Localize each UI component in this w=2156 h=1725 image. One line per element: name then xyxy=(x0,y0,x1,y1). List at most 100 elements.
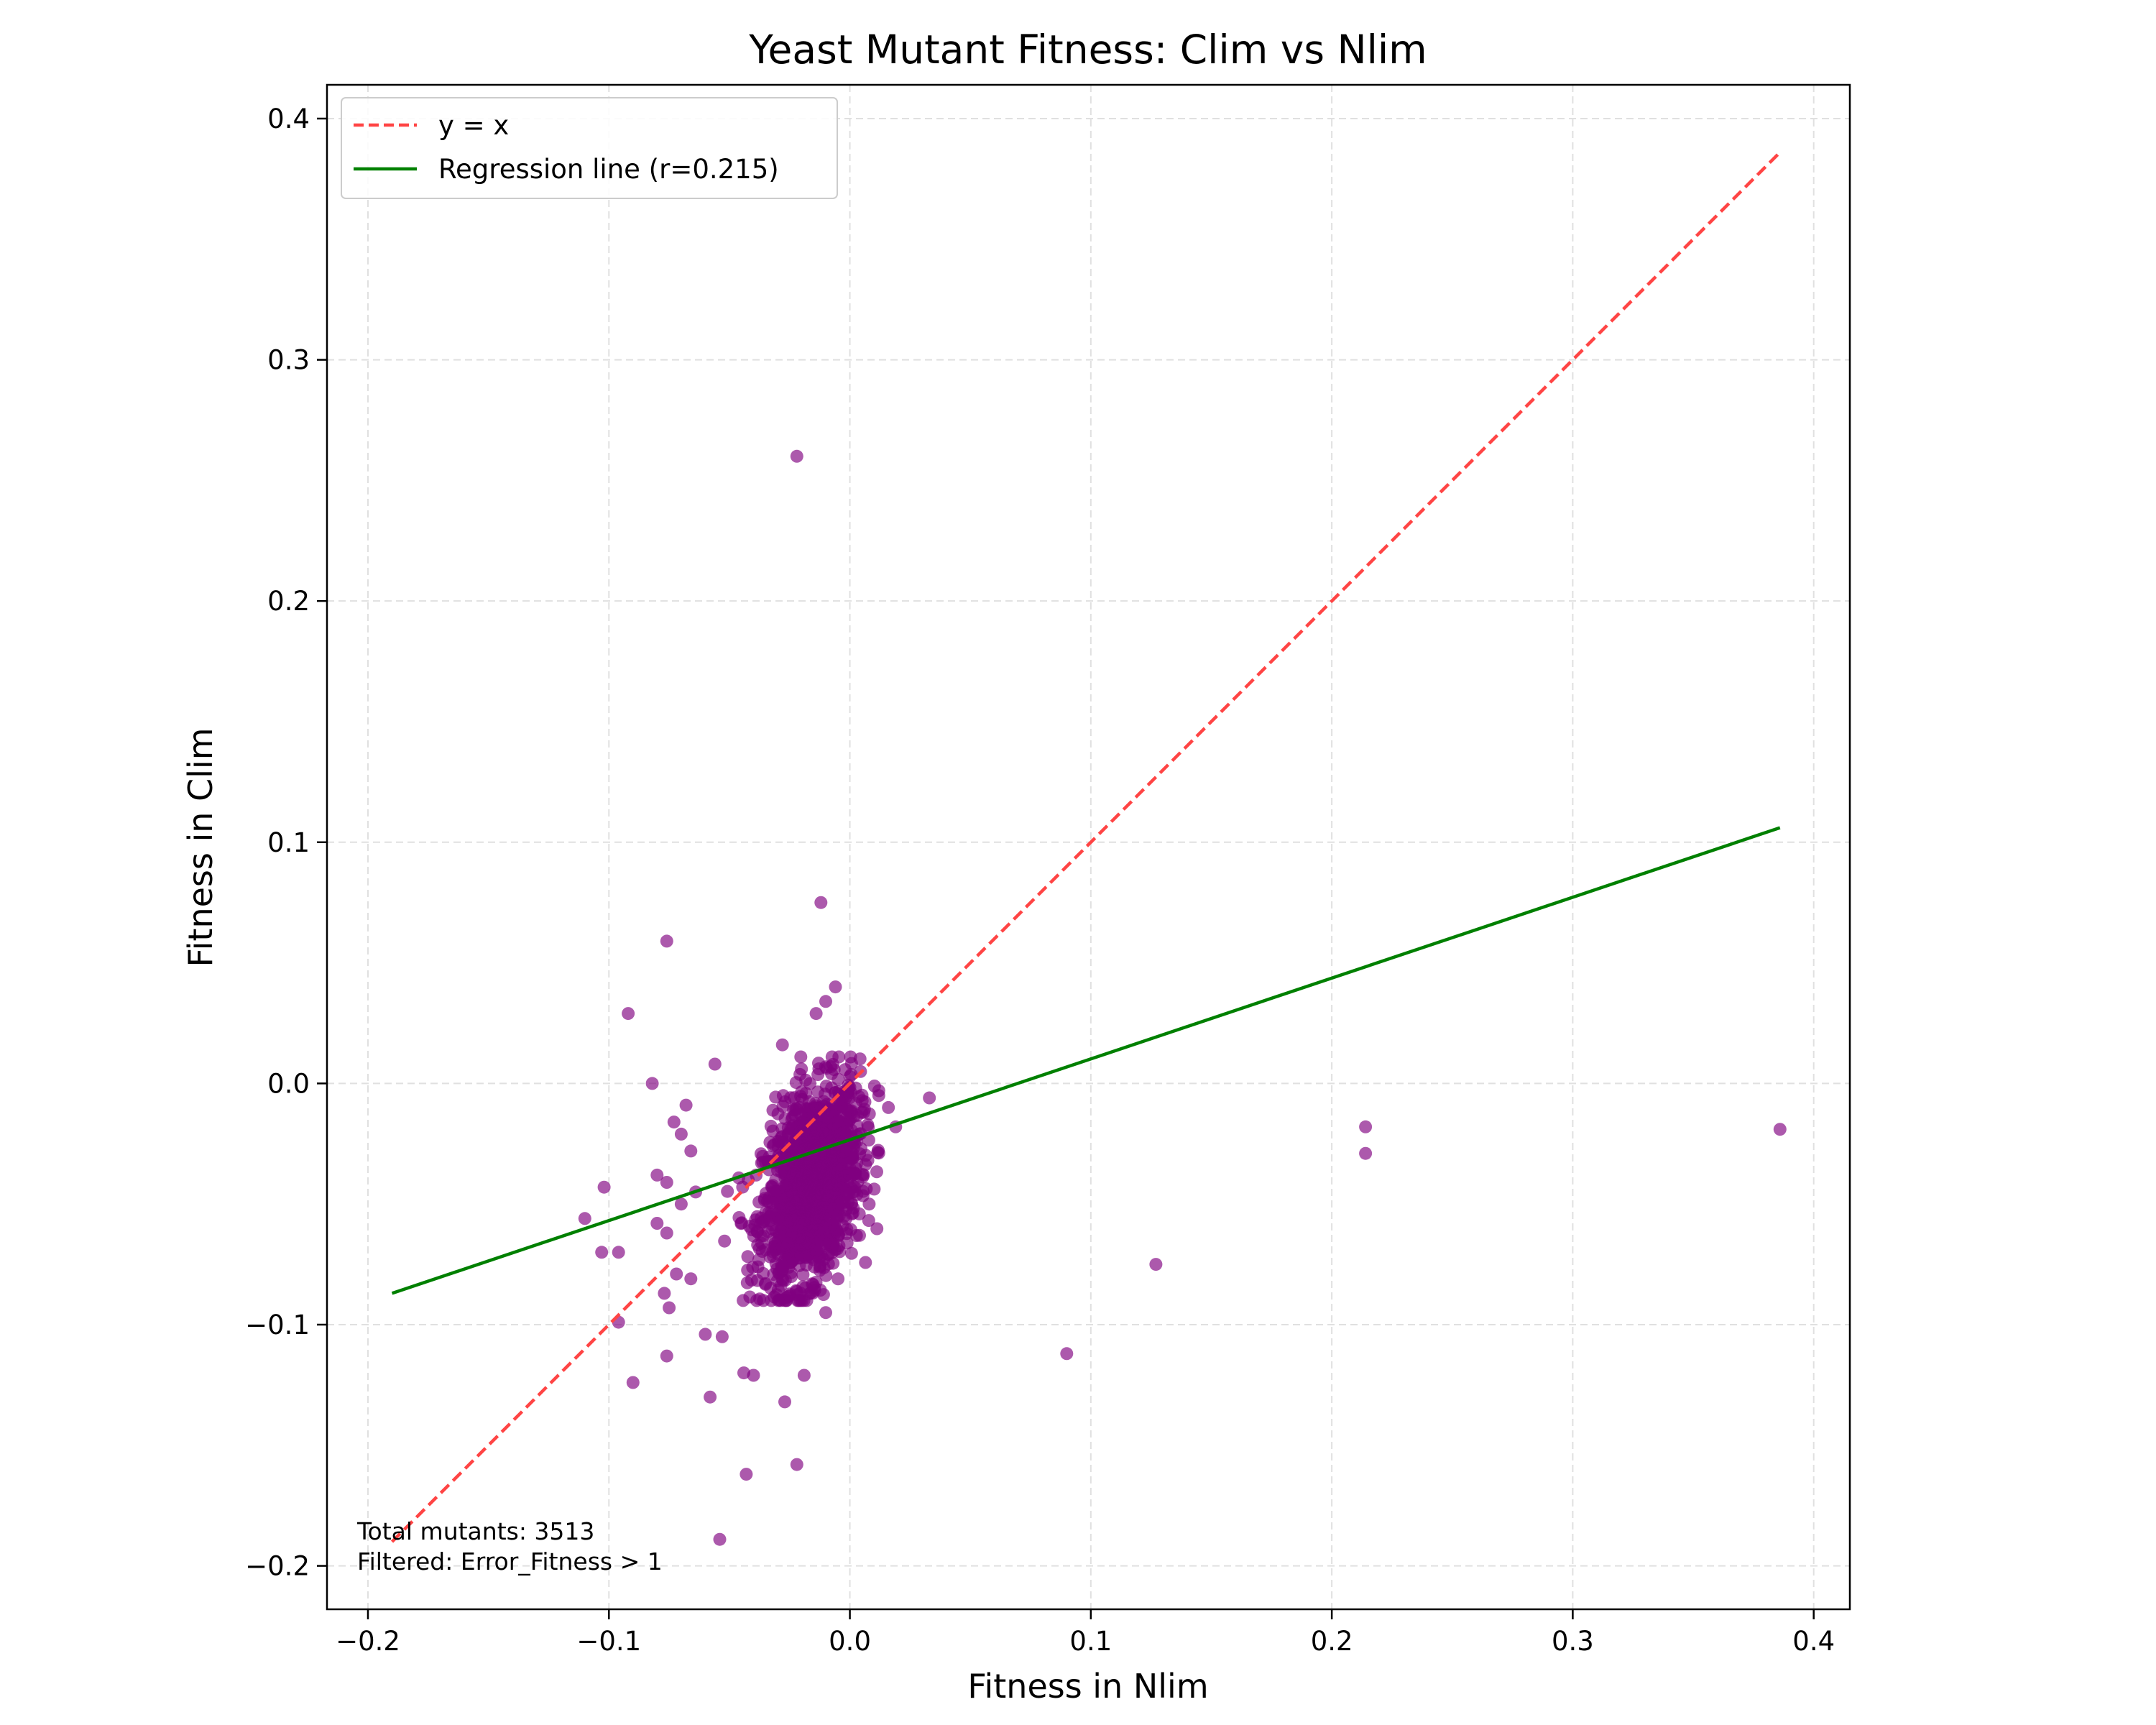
data-point xyxy=(674,1127,688,1141)
data-point xyxy=(774,1196,788,1210)
data-point xyxy=(715,1330,729,1343)
data-point xyxy=(862,1121,875,1134)
legend: y = x Regression line (r=0.215) xyxy=(341,97,838,199)
data-point xyxy=(708,1057,722,1071)
data-point xyxy=(713,1532,727,1546)
x-tick-label: −0.1 xyxy=(576,1626,641,1657)
x-tick-label: −0.2 xyxy=(336,1626,400,1657)
data-point xyxy=(737,1366,750,1380)
data-point xyxy=(828,1218,842,1231)
data-point xyxy=(812,1057,825,1070)
data-point xyxy=(1359,1120,1373,1133)
y-tick-label: 0.1 xyxy=(267,827,310,858)
data-point xyxy=(838,1169,852,1183)
data-point xyxy=(743,1290,757,1304)
y-tick-label: −0.1 xyxy=(245,1310,310,1340)
data-point xyxy=(826,1131,840,1144)
data-point xyxy=(859,1256,872,1269)
data-point xyxy=(844,1197,858,1211)
data-point xyxy=(626,1376,640,1389)
x-tick-label: 0.3 xyxy=(1552,1626,1594,1657)
data-point xyxy=(773,1266,786,1279)
data-point xyxy=(818,1149,831,1162)
data-point xyxy=(778,1251,792,1265)
data-point xyxy=(809,1007,823,1021)
data-point xyxy=(741,1250,755,1264)
x-tick-label: 0.2 xyxy=(1311,1626,1353,1657)
data-point xyxy=(852,1090,866,1103)
data-point xyxy=(721,1184,734,1198)
data-point xyxy=(660,1176,673,1189)
data-point xyxy=(775,1038,789,1052)
data-point xyxy=(660,934,673,948)
data-point xyxy=(854,1142,867,1156)
data-point xyxy=(775,1240,789,1254)
data-point xyxy=(870,1222,884,1236)
data-point xyxy=(844,1068,858,1081)
legend-box xyxy=(341,97,838,199)
y-tick-label: 0.4 xyxy=(267,104,310,134)
data-points xyxy=(578,449,1787,1546)
data-point xyxy=(679,1098,693,1112)
data-point xyxy=(1060,1347,1074,1361)
data-point xyxy=(704,1390,717,1404)
data-point xyxy=(765,1205,778,1219)
data-point xyxy=(797,1368,811,1382)
data-point xyxy=(814,1161,827,1174)
data-point xyxy=(767,1185,780,1199)
data-point xyxy=(785,1270,798,1283)
data-point xyxy=(831,1272,845,1286)
data-point xyxy=(796,1229,809,1243)
legend-label-regression: Regression line (r=0.215) xyxy=(438,154,779,185)
data-point xyxy=(597,1180,611,1194)
x-tick-label: 0.1 xyxy=(1069,1626,1112,1657)
legend-label-identity: y = x xyxy=(438,110,509,141)
data-point xyxy=(622,1007,635,1021)
data-point xyxy=(814,896,828,909)
data-point xyxy=(684,1272,698,1286)
data-point xyxy=(872,1146,885,1160)
data-point xyxy=(778,1112,792,1126)
data-point xyxy=(774,1279,788,1292)
data-point xyxy=(1359,1146,1373,1160)
data-point xyxy=(790,1458,803,1471)
data-point xyxy=(808,1281,821,1294)
axes: −0.2 −0.1 0.0 0.1 0.2 0.3 0.4 −0.2 −0.1 0.0 0.1 0.2… xyxy=(245,83,1851,1657)
regression-line xyxy=(391,826,1781,1295)
data-point xyxy=(849,1229,863,1242)
y-tick-label: 0.0 xyxy=(267,1068,310,1099)
data-point xyxy=(844,1123,858,1137)
data-point xyxy=(832,1085,845,1098)
x-tick-label: 0.0 xyxy=(829,1626,871,1657)
data-point xyxy=(867,1080,881,1092)
data-point xyxy=(793,1067,807,1081)
data-point xyxy=(769,1090,783,1104)
data-point xyxy=(819,995,832,1008)
data-point xyxy=(799,1190,813,1204)
data-point xyxy=(660,1226,673,1240)
data-point xyxy=(790,449,803,463)
data-point xyxy=(823,1174,837,1187)
data-point xyxy=(775,1209,789,1223)
data-point xyxy=(823,1187,837,1200)
data-point xyxy=(746,1261,760,1274)
data-point xyxy=(663,1301,676,1315)
y-tick-label: −0.2 xyxy=(245,1551,310,1582)
data-point xyxy=(595,1246,609,1259)
data-point xyxy=(748,1218,762,1232)
data-point xyxy=(732,1211,746,1224)
data-point xyxy=(829,980,842,994)
data-point xyxy=(870,1165,883,1179)
x-axis-title: Fitness in Nlim xyxy=(967,1667,1208,1706)
data-point xyxy=(816,1220,829,1233)
data-point xyxy=(780,1229,793,1243)
data-point xyxy=(667,1116,681,1129)
reference-lines xyxy=(390,151,1782,1543)
data-point xyxy=(756,1266,770,1280)
data-point xyxy=(1773,1123,1787,1136)
data-point xyxy=(761,1225,775,1238)
data-point xyxy=(809,1126,823,1140)
data-point xyxy=(790,1103,803,1116)
data-point xyxy=(842,1091,856,1105)
data-point xyxy=(753,1292,767,1306)
